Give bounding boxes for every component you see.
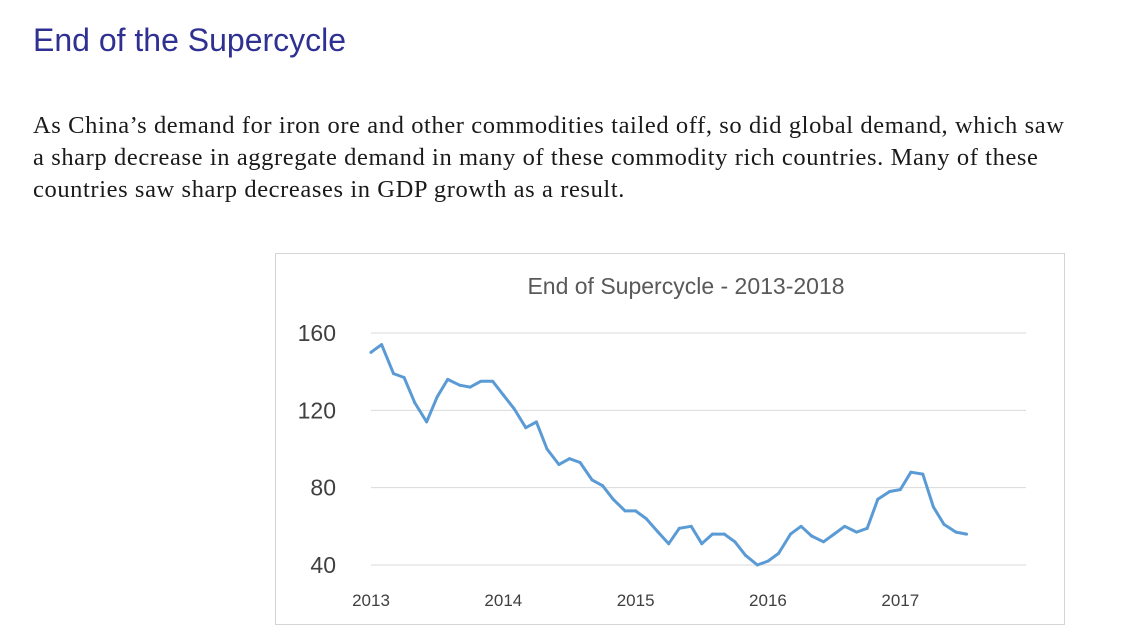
data-point [689,524,693,528]
data-point [634,509,638,513]
data-point [921,472,925,476]
y-tick-label: 160 [298,320,336,346]
data-point [501,393,505,397]
data-point [964,532,968,536]
data-point [843,524,847,528]
data-point [733,540,737,544]
data-point [931,505,935,509]
data-point [822,540,826,544]
series-line [369,343,968,567]
data-point [865,526,869,530]
data-point [810,534,814,538]
data-point [435,395,439,399]
data-point [942,522,946,526]
data-point [458,383,462,387]
data-point [590,478,594,482]
body-paragraph: As China’s demand for iron ore and other… [33,112,1065,203]
gridlines [371,332,1026,566]
data-point [578,461,582,465]
slide-title: End of the Supercycle [33,22,347,58]
data-point [656,530,660,534]
data-point [611,497,615,501]
data-point [788,532,792,536]
chart-frame: End of Supercycle - 2013-2018 40 80 120 160… [275,253,1065,625]
data-point [491,379,495,383]
data-point [898,488,902,492]
data-point [380,343,384,347]
y-tick-label: 40 [310,552,336,578]
data-point [876,497,880,501]
x-tick-label: 2015 [617,591,655,610]
data-point [855,530,859,534]
data-point [677,526,681,530]
data-point [524,426,528,430]
line-chart: End of Supercycle - 2013-2018 40 80 120 160… [298,273,1026,610]
data-point [667,542,671,546]
data-point [567,457,571,461]
series-layer [369,343,968,567]
data-point [710,532,714,536]
data-point [402,375,406,379]
x-axis-ticks: 2013 2014 2015 2016 2017 [352,591,919,610]
data-point [766,559,770,563]
chart-title: End of Supercycle - 2013-2018 [527,273,844,299]
data-point [446,377,450,381]
data-point [391,372,395,376]
data-point [557,462,561,466]
y-tick-label: 80 [310,475,336,501]
y-axis-ticks: 40 80 120 160 [298,320,336,578]
data-point [479,379,483,383]
data-point [832,532,836,536]
data-point [644,517,648,521]
data-point [777,551,781,555]
x-tick-label: 2014 [484,591,522,610]
x-tick-label: 2016 [749,591,787,610]
data-point [545,447,549,451]
data-point [954,530,958,534]
data-point [722,532,726,536]
data-point [413,401,417,405]
y-tick-label: 120 [298,397,336,423]
data-point [755,563,759,567]
data-point [468,385,472,389]
x-tick-label: 2017 [881,591,919,610]
data-point [888,490,892,494]
data-point [799,524,803,528]
x-tick-label: 2013 [352,591,390,610]
data-point [512,406,516,410]
data-point [534,420,538,424]
data-point [369,350,373,354]
data-point [601,484,605,488]
data-point [623,509,627,513]
data-point [743,553,747,557]
data-point [909,470,913,474]
data-point [425,420,429,424]
data-point [700,542,704,546]
